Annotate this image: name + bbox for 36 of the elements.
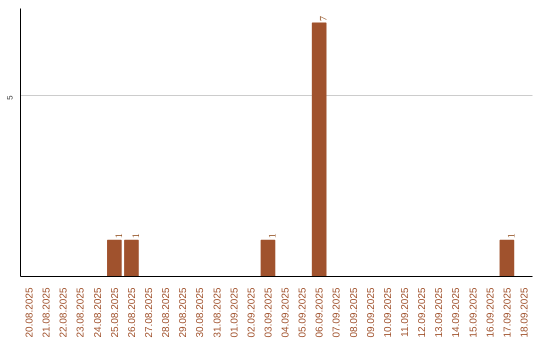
x-tick-label: 11.09.2025 (400, 287, 411, 337)
x-tick-label: 05.09.2025 (298, 287, 309, 338)
x-tick-label: 21.08.2025 (42, 287, 53, 338)
data-label: 7 (318, 16, 330, 21)
data-label: 1 (114, 233, 125, 238)
x-tick-label: 03.09.2025 (263, 287, 274, 338)
x-tick-label: 17.09.2025 (502, 287, 514, 338)
x-tick-label: 12.09.2025 (417, 287, 428, 338)
x-tick-label: 02.09.2025 (246, 287, 258, 338)
x-tick-label: 16.09.2025 (485, 287, 496, 338)
x-tick-label: 24.08.2025 (92, 287, 104, 338)
x-tick-label: 26.08.2025 (126, 287, 138, 338)
x-tick-label: 18.09.2025 (519, 287, 530, 338)
x-tick-label: 06.09.2025 (314, 287, 326, 338)
x-tick-label: 13.09.2025 (434, 287, 446, 338)
x-tick-label: 23.08.2025 (76, 287, 87, 338)
x-tick-label: 31.08.2025 (212, 287, 224, 338)
data-label: 1 (130, 233, 142, 238)
x-tick-label: 20.08.2025 (24, 287, 36, 338)
y-tick-label: 5 (6, 94, 14, 100)
data-label: 1 (506, 233, 518, 238)
x-tick-label: 27.08.2025 (144, 287, 155, 338)
x-tick-label: 01.09.2025 (229, 287, 240, 338)
x-tick-label: 04.09.2025 (280, 287, 292, 338)
x-tick-label: 08.09.2025 (348, 287, 360, 338)
x-tick-label: 07.09.2025 (332, 287, 343, 338)
x-tick-label: 14.09.2025 (451, 287, 462, 338)
data-label: 1 (267, 233, 278, 238)
x-tick-label: 10.09.2025 (382, 287, 394, 338)
x-tick-label: 22.08.2025 (58, 287, 70, 338)
x-tick-label: 25.08.2025 (110, 287, 121, 338)
x-tick-label: 09.09.2025 (366, 287, 377, 338)
x-tick-label: 29.08.2025 (178, 287, 190, 338)
x-tick-label: 28.08.2025 (161, 287, 172, 338)
x-tick-label: 30.08.2025 (195, 287, 206, 338)
x-tick-label: 15.09.2025 (468, 287, 480, 338)
